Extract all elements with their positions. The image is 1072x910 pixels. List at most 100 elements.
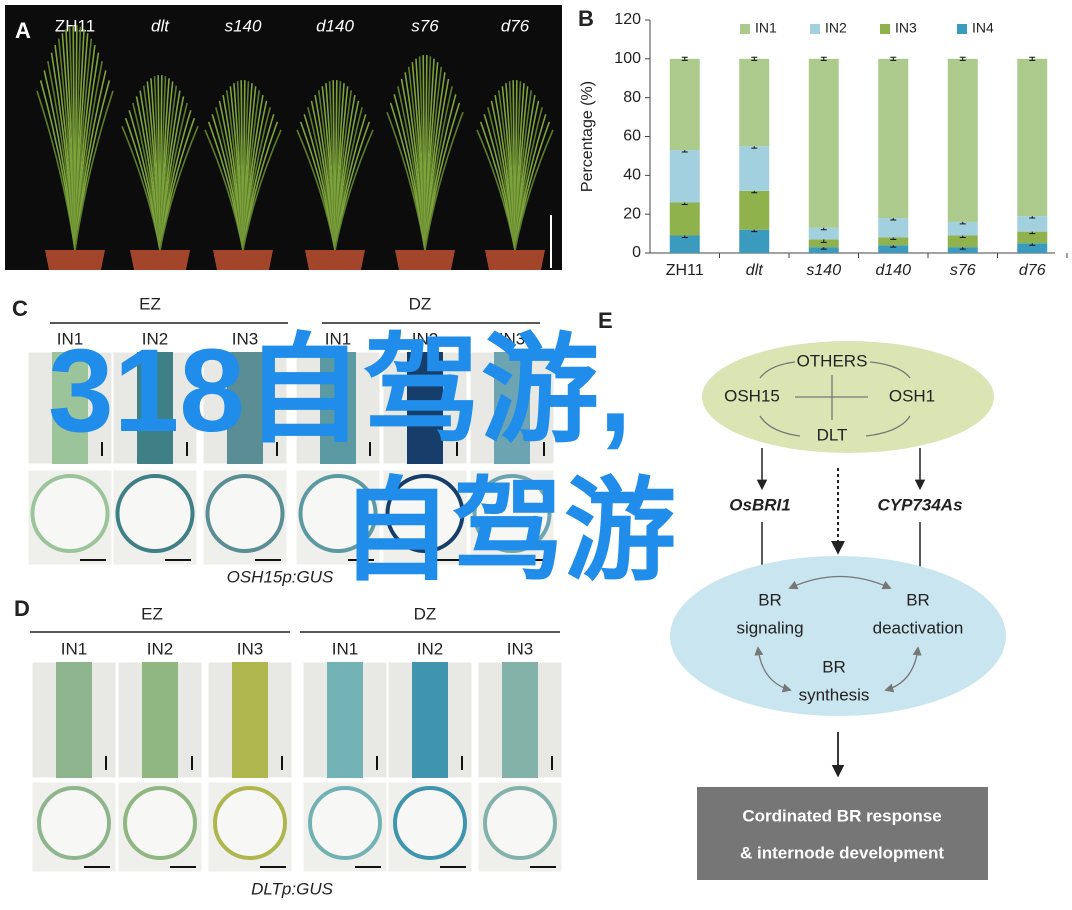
legend-swatch <box>740 24 750 34</box>
bar-segment <box>669 235 700 253</box>
error-bar <box>820 56 827 61</box>
cross-section <box>472 474 552 553</box>
cross-section <box>385 474 465 553</box>
caption: OSH15p:GUS <box>227 567 334 586</box>
internode-label: IN2 <box>147 639 173 658</box>
micrographs: IN1 IN2 IN3 IN1 IN2 IN3 IN1 IN2 IN3 IN1 IN2 IN3 <box>27 329 563 873</box>
bar-segment <box>739 146 770 191</box>
tissue-strip <box>327 662 363 778</box>
process-ellipse <box>670 556 1006 716</box>
y-tick-label: 80 <box>623 89 641 106</box>
pot <box>305 250 365 270</box>
x-tick-label: d76 <box>1019 262 1046 279</box>
bar-segment <box>669 150 700 203</box>
tissue-strip <box>232 662 268 778</box>
y-tick-label: 60 <box>623 128 641 145</box>
plant-label: d140 <box>316 16 354 35</box>
cross-section <box>393 786 467 860</box>
regulator: OSH15 <box>724 386 780 405</box>
bar-segment <box>669 58 700 151</box>
regulator: DLT <box>817 425 848 444</box>
gene: CYP734As <box>877 495 962 514</box>
process: BR <box>906 590 930 609</box>
outcome-box <box>697 787 988 880</box>
internode-label: IN2 <box>142 329 168 348</box>
bar-segment <box>947 235 978 248</box>
cross-section <box>483 786 557 860</box>
cross-section <box>115 474 195 553</box>
outcome: & internode development <box>740 843 944 862</box>
process: synthesis <box>799 685 870 704</box>
pot <box>130 250 190 270</box>
zone-label: DZ <box>414 604 437 623</box>
x-tick-label: s140 <box>806 262 841 279</box>
bar-segment <box>739 190 770 230</box>
internode-label: IN3 <box>507 639 533 658</box>
process: deactivation <box>873 618 964 637</box>
legend-swatch <box>957 24 967 34</box>
tissue-strip <box>412 662 448 778</box>
internode-label: IN1 <box>325 329 351 348</box>
watermark: 自驾游 <box>340 469 676 594</box>
regulator: OSH1 <box>889 386 935 405</box>
tissue-strip <box>502 662 538 778</box>
tissue-strip <box>142 662 178 778</box>
plant-leaf <box>159 125 199 251</box>
zone-label: EZ <box>139 294 161 313</box>
connector <box>884 646 922 693</box>
bar-segment <box>1017 243 1048 253</box>
bar-segment <box>808 239 839 248</box>
legend-label: IN3 <box>895 20 917 36</box>
error-bar <box>1029 56 1036 61</box>
pot <box>213 250 273 270</box>
internode-label: IN2 <box>417 639 443 658</box>
bar-segment <box>878 58 909 219</box>
pot <box>395 250 455 270</box>
plant-leaf <box>514 129 554 251</box>
cross-section <box>298 474 378 553</box>
bar-segment <box>947 247 978 253</box>
y-axis-label: Percentage (%) <box>579 81 596 192</box>
bar-segment <box>878 245 909 253</box>
y-tick-label: 20 <box>623 205 641 222</box>
bar-segment <box>808 227 839 240</box>
process: signaling <box>736 618 803 637</box>
internode-label: IN3 <box>232 329 258 348</box>
y-tick-label: 120 <box>614 11 641 28</box>
internode-label: IN1 <box>332 639 358 658</box>
panel-label: B <box>578 6 594 31</box>
x-tick-label: dlt <box>746 262 763 279</box>
legend-label: IN4 <box>972 20 994 36</box>
y-tick-label: 100 <box>614 50 641 67</box>
y-tick-label: 0 <box>632 244 641 261</box>
error-bar <box>751 56 758 61</box>
process: BR <box>822 657 846 676</box>
plant-label: s140 <box>225 16 262 35</box>
cross-section <box>30 474 110 553</box>
cross-section <box>123 786 197 860</box>
plant-leaf <box>242 129 282 251</box>
plant-leaf <box>334 129 374 251</box>
bar-segment <box>739 229 770 253</box>
tissue-strip <box>320 352 356 464</box>
plant-leaf <box>74 90 114 251</box>
tissue-strip <box>494 352 530 464</box>
x-tick-label: ZH11 <box>666 262 704 279</box>
legend-swatch <box>810 24 820 34</box>
watermark: 318自驾游, <box>48 325 632 457</box>
bar-segment <box>1017 58 1048 217</box>
plant-label: ZH11 <box>55 16 95 35</box>
internode-label: IN1 <box>61 639 87 658</box>
internode-label: IN3 <box>499 329 525 348</box>
error-bar <box>890 56 897 61</box>
bar-segment <box>1017 231 1048 244</box>
cross-section <box>213 786 287 860</box>
bar-segment <box>739 58 770 147</box>
bar-segment <box>669 202 700 236</box>
bar-segment <box>808 58 839 228</box>
y-tick-label: 40 <box>623 167 641 184</box>
panel-label: C <box>12 296 28 321</box>
error-bar <box>681 56 688 61</box>
regulator: OTHERS <box>797 351 868 370</box>
